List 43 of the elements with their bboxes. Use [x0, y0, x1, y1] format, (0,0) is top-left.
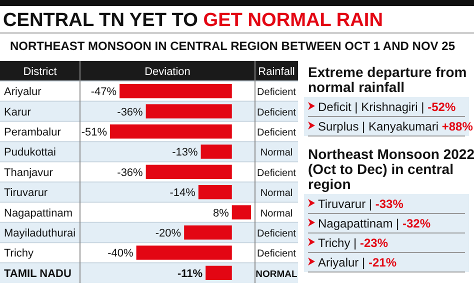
text: Deficient: [257, 107, 296, 118]
y-tick-label: Trichy: [4, 248, 34, 260]
text: Deficient: [257, 248, 296, 260]
data-label: -47%: [90, 86, 117, 98]
text: Deficient: [257, 228, 296, 240]
y-tick-label: TAMIL NADU: [4, 268, 72, 280]
y-tick-label: Thanjavur: [4, 166, 54, 179]
text: Deficient: [257, 128, 296, 138]
text: Normal: [260, 188, 293, 200]
text: Deficit | Krishnagiri | -52%: [318, 100, 456, 114]
data-label: -20%: [155, 228, 182, 240]
y-tick-label: Tiruvarur: [4, 187, 48, 200]
data-label: -36%: [117, 106, 144, 118]
text: Normal: [260, 208, 293, 220]
y-tick-label: Mayiladuthurai: [4, 228, 76, 240]
y-tick-label: Pudukottai: [4, 146, 56, 159]
text: Surplus | Kanyakumari +88%: [318, 120, 474, 134]
chart-subtitle: NORTHEAST MONSOON IN CENTRAL REGION BETWEEN OCT 1 AND NOV 25: [10, 39, 456, 53]
text: Deficient: [257, 168, 296, 179]
chart-title: CENTRAL TN YET TO GET NORMAL RAIN: [3, 10, 383, 31]
data-label: -51%: [81, 126, 108, 138]
y-tick-label: Perambalur: [4, 126, 62, 138]
text: Ariyalur | -21%: [318, 256, 397, 270]
text: Nagapattinam | -32%: [318, 216, 431, 230]
data-label: -11%: [178, 268, 203, 280]
y-tick-label: Ariyalur: [4, 86, 42, 98]
text: Northeast Monsoon 2022 (Oct to Dec) in central region: [308, 146, 474, 192]
text: Deficient: [257, 87, 296, 98]
y-tick-label: Karur: [4, 106, 32, 118]
data-label: -14%: [170, 187, 196, 200]
data-label: -40%: [108, 248, 134, 260]
data-label: 8%: [212, 207, 230, 220]
x-axis-title: Deviation: [144, 66, 190, 78]
text: Tiruvarur | -33%: [318, 197, 404, 211]
text: Trichy | -23%: [318, 236, 388, 250]
text: NORMAL: [256, 268, 298, 280]
text: Normal: [260, 148, 293, 159]
data-label: -36%: [117, 166, 144, 179]
data-label: -13%: [172, 146, 198, 159]
text: Rainfall: [258, 66, 295, 78]
y-tick-label: Nagapattinam: [4, 207, 72, 220]
text: Extreme departure from normal rainfall: [308, 64, 467, 95]
y-axis-title: District: [23, 66, 57, 78]
